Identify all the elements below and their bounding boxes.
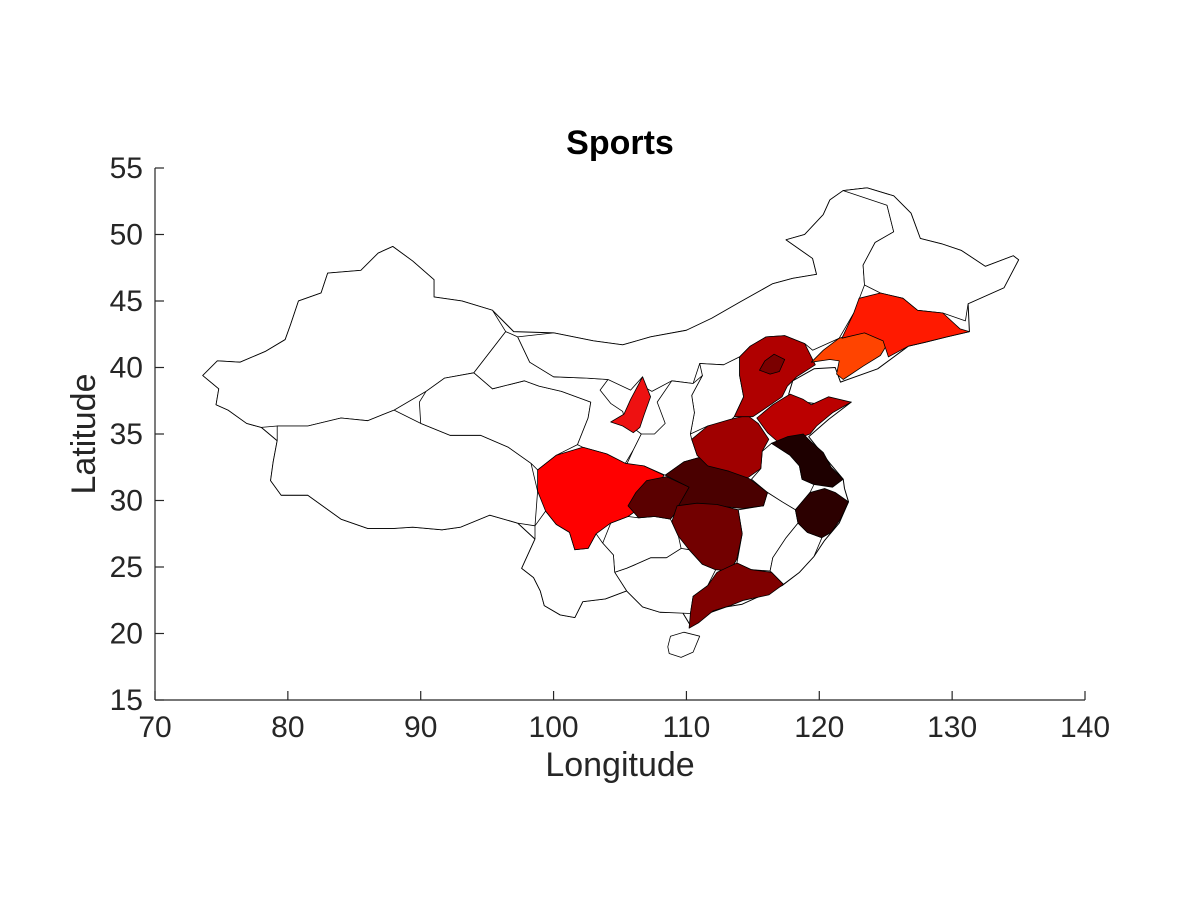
x-tick-label: 140 [1060,711,1110,744]
region-liaoning [810,328,892,380]
x-tick-label: 130 [927,711,977,744]
region-heilongjiang [842,187,1019,322]
map-title: Sports [566,124,674,162]
x-tick-label: 110 [663,711,711,744]
y-tick-label: 20 [110,618,143,651]
y-tick-label: 55 [110,152,143,185]
region-hebei [733,335,816,418]
region-beijing [759,353,786,375]
y-tick-label: 25 [110,551,143,584]
x-tick-label: 80 [271,711,304,744]
x-ticks: 70 80 90 100 110 120 130 140 [138,691,1110,744]
region-sichuan [537,446,665,551]
x-tick-label: 70 [138,711,171,744]
region-hainan [667,631,701,658]
x-tick-label: 120 [794,711,844,744]
y-tick-label: 40 [110,352,143,385]
y-axis-label: Latitude [65,374,103,495]
region-layer [202,187,1020,658]
y-tick-label: 50 [110,219,143,252]
x-axis-label: Longitude [545,746,694,784]
y-ticks: 15 20 25 30 35 40 45 50 55 [110,152,164,717]
x-tick-label: 90 [404,711,437,744]
region-jilin [841,292,970,358]
region-zhejiang [795,488,849,539]
region-guizhou [602,516,682,573]
region-tibet [270,409,538,531]
y-tick-label: 15 [110,684,143,717]
region-henan [691,414,770,479]
y-tick-label: 35 [110,418,143,451]
y-tick-label: 30 [110,485,143,518]
region-guangdong [688,562,784,629]
x-tick-label: 100 [529,711,579,744]
y-tick-label: 45 [110,285,143,318]
region-jiangsu [771,433,844,488]
region-xinjiang [202,246,507,428]
region-ningxia [610,376,651,434]
